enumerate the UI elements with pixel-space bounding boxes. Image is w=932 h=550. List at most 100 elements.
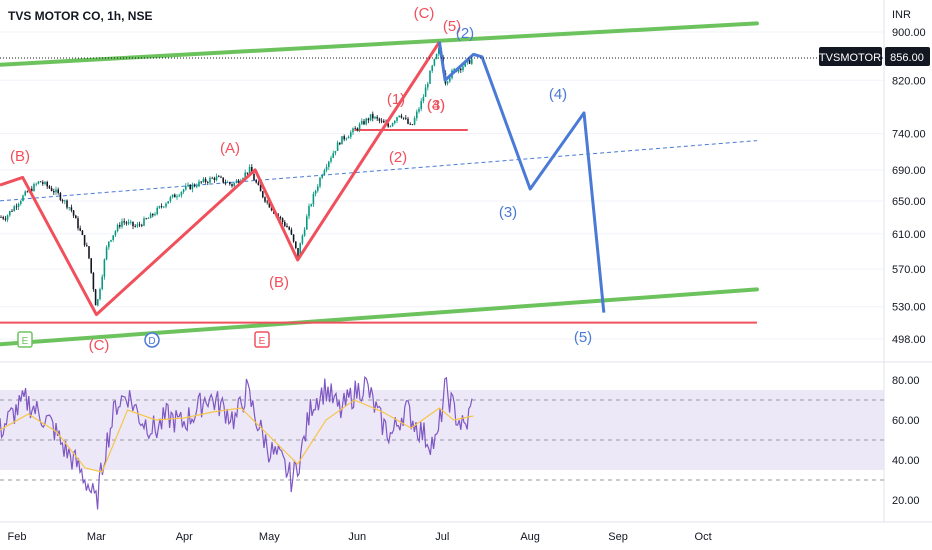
- candle-body: [108, 241, 110, 248]
- candle-body: [323, 170, 326, 176]
- candle-body: [134, 226, 136, 227]
- candle-body: [116, 224, 119, 232]
- candle-body: [127, 222, 130, 224]
- candle-body: [229, 182, 231, 185]
- candle-body: [37, 181, 40, 184]
- candle-body: [297, 248, 299, 256]
- candle-body: [165, 203, 167, 207]
- candle-body: [376, 116, 378, 119]
- candle-body: [33, 184, 35, 192]
- candle-body: [209, 177, 211, 183]
- candle-body: [334, 150, 337, 154]
- time-tick-label: Oct: [695, 531, 712, 543]
- candle-body: [81, 230, 84, 236]
- candle-body: [105, 247, 108, 260]
- red-wave-label: (1): [387, 91, 405, 108]
- candle-body: [50, 188, 53, 192]
- time-axis[interactable]: Feb Mar Apr May Jun Jul Aug Sep Oct: [8, 531, 712, 543]
- candle-body: [59, 193, 62, 200]
- price-tag[interactable]: TVSMOTOR 856.00: [819, 47, 930, 66]
- candle-body: [471, 58, 473, 64]
- candle-body: [92, 272, 95, 290]
- price-axis[interactable]: 498.00 530.00 570.00 610.00 650.00 690.00 740.…: [892, 27, 926, 346]
- candle-body: [321, 175, 323, 178]
- candle-body: [429, 70, 431, 84]
- candle-body: [141, 224, 143, 226]
- candle-body: [255, 180, 257, 183]
- candle-body: [312, 193, 315, 205]
- candle-body: [358, 124, 361, 130]
- candle-body: [350, 132, 352, 137]
- candle-body: [178, 195, 180, 197]
- candle-body: [354, 128, 356, 130]
- red-wave-label: (B): [269, 274, 289, 291]
- candle-body: [218, 176, 220, 178]
- candle-body: [90, 258, 92, 273]
- candle-body: [341, 136, 343, 145]
- candle-body: [103, 259, 106, 277]
- candle-body: [204, 178, 207, 182]
- candle-body: [64, 200, 66, 202]
- symbol-tag-bg: [819, 47, 882, 66]
- candle-body: [420, 101, 422, 109]
- candle-body: [268, 201, 271, 208]
- candle-body: [389, 126, 392, 128]
- candle-body: [152, 213, 154, 216]
- price-tick-label: 820.00: [892, 75, 926, 87]
- candle-body: [378, 118, 381, 121]
- candle-body: [383, 120, 385, 123]
- candle-body: [79, 228, 81, 231]
- candle-body: [433, 58, 436, 66]
- event-marker: E: [254, 331, 270, 348]
- price-tick-label: 740.00: [892, 129, 926, 141]
- candle-body: [13, 206, 15, 212]
- candle-body: [11, 211, 13, 212]
- rsi-ma-line: [0, 399, 474, 473]
- candle-body: [187, 184, 189, 186]
- candle-body: [244, 172, 246, 179]
- candle-body: [427, 83, 429, 88]
- candle-body: [374, 116, 376, 119]
- red-wave-label: (B): [10, 148, 30, 165]
- candle-body: [101, 276, 103, 290]
- candle-body: [15, 206, 18, 208]
- candle-body: [220, 176, 222, 178]
- candle-body: [400, 115, 403, 118]
- event-marker-label: D: [148, 336, 155, 347]
- candle-body: [332, 153, 334, 158]
- candle-body: [215, 176, 218, 181]
- candle-body: [259, 185, 262, 192]
- candle-body: [112, 235, 114, 240]
- chart-title: TVS MOTOR CO, 1h, NSE: [8, 9, 152, 23]
- candle-body: [231, 184, 233, 187]
- candle-body: [6, 215, 9, 220]
- candle-body: [57, 189, 59, 194]
- time-tick-label: Aug: [520, 531, 540, 543]
- candle-body: [130, 221, 132, 223]
- candle-body: [22, 195, 24, 201]
- event-marker: D: [144, 332, 160, 348]
- candle-body: [387, 123, 389, 127]
- candle-body: [431, 65, 433, 71]
- candle-body: [435, 53, 438, 59]
- candle-body: [211, 177, 213, 179]
- candle-body: [424, 87, 427, 97]
- candle-body: [352, 128, 354, 133]
- time-tick-label: Jul: [435, 531, 449, 543]
- candle-body: [156, 207, 158, 215]
- rsi-pane: 20.00 40.00 60.00 80.00: [0, 375, 920, 510]
- red-horizontal-levels: [0, 129, 757, 324]
- candle-body: [237, 180, 240, 183]
- candle-body: [394, 120, 396, 124]
- candle-body: [235, 180, 238, 184]
- candle-body: [202, 178, 205, 183]
- candle-body: [48, 186, 51, 189]
- candle-body: [345, 138, 348, 140]
- candle-body: [343, 136, 345, 140]
- candle-body: [306, 216, 308, 230]
- candle-body: [185, 185, 187, 190]
- candle-body: [391, 123, 394, 127]
- candle-body: [0, 217, 2, 218]
